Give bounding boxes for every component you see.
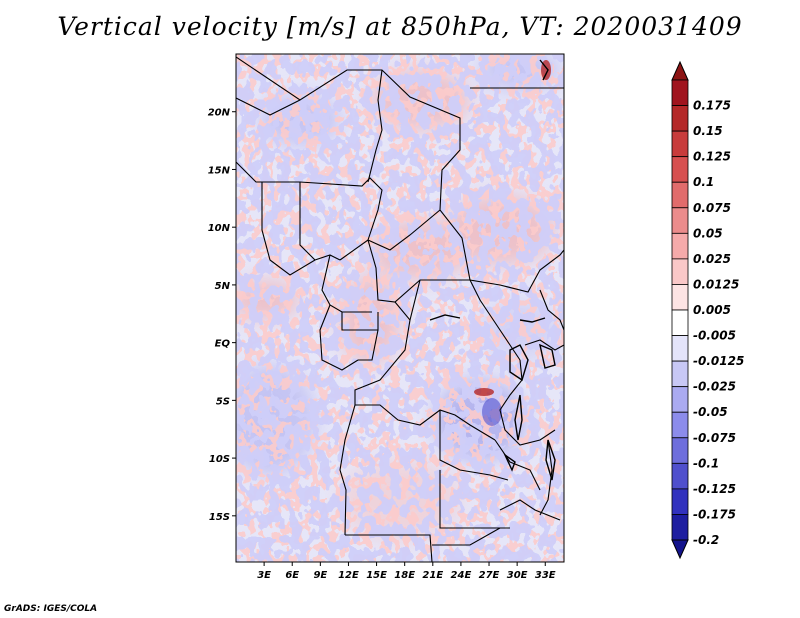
lat-tick-label: 5N — [215, 281, 231, 292]
lon-tick-label: 18E — [394, 570, 415, 581]
country-borders — [236, 56, 564, 562]
colorbar-label: 0.15 — [693, 124, 723, 138]
lat-tick-label: 10N — [208, 223, 231, 234]
colorbar-label: -0.1 — [693, 456, 719, 470]
colorbar-label: -0.075 — [693, 431, 736, 445]
map-frame — [235, 53, 565, 563]
colorbar-swatch — [671, 411, 689, 439]
colorbar-label: 0.005 — [693, 303, 731, 317]
lakes-and-coast — [429, 59, 556, 481]
lon-tick-label: 15E — [366, 570, 387, 581]
colorbar: 0.175 0.15 0.125 0.1 0.075 0.05 0.025 0.0125 0.0… — [671, 60, 744, 560]
colorbar-label: 0.1 — [693, 175, 714, 189]
colorbar-swatch — [671, 181, 689, 209]
vertical-velocity-field — [236, 54, 564, 562]
colorbar-swatch — [671, 79, 689, 106]
colorbar-swatch — [671, 386, 689, 413]
colorbar-swatch — [671, 309, 689, 336]
lon-tick-label: 6E — [285, 570, 299, 581]
lat-tick-label: 20N — [208, 108, 231, 119]
lon-tick-label: 27E — [479, 570, 500, 581]
lon-tick-label: 12E — [338, 570, 359, 581]
colorbar-swatch — [671, 284, 689, 311]
colorbar-upper-arrow — [671, 60, 689, 81]
colorbar-label: -0.025 — [693, 380, 736, 394]
lat-tick-label: 15S — [209, 512, 230, 523]
colorbar-swatch — [671, 360, 689, 388]
colorbar-label: 0.0125 — [693, 277, 739, 291]
colorbar-label: -0.125 — [693, 482, 736, 496]
lon-tick-label: 30E — [507, 570, 528, 581]
lat-tick-label: 15N — [208, 165, 231, 176]
lon-tick-label: 21E — [422, 570, 443, 581]
colorbar-label: 0.025 — [693, 252, 731, 266]
colorbar-label: -0.05 — [693, 405, 728, 419]
colorbar-swatch — [671, 130, 689, 158]
colorbar-label: -0.175 — [693, 507, 736, 521]
map-axes: 20N 15N 10N 5N EQ 5S 10S 15S 3E 6E 9E 12E 15E 18E 21E 2… — [208, 108, 556, 581]
colorbar-label: 0.175 — [693, 99, 731, 113]
colorbar-swatch — [671, 258, 689, 285]
colorbar-label: 0.075 — [693, 201, 731, 215]
plot-title: Vertical velocity [m/s] at 850hPa, VT: 2… — [57, 12, 743, 41]
colorbar-swatch — [671, 335, 689, 362]
lon-tick-label: 24E — [451, 570, 472, 581]
colorbar-label: -0.2 — [693, 533, 719, 547]
colorbar-label: -0.005 — [693, 329, 736, 343]
colorbar-swatch — [671, 207, 689, 234]
colorbar-lower-arrow — [671, 539, 689, 560]
lat-tick-label: EQ — [215, 339, 231, 350]
lon-tick-label: 33E — [535, 570, 556, 581]
software-credit: GrADS: IGES/COLA — [4, 604, 98, 614]
colorbar-swatch — [671, 462, 689, 490]
lon-tick-label: 3E — [257, 570, 271, 581]
colorbar-swatch — [671, 488, 689, 515]
colorbar-label: -0.0125 — [693, 354, 744, 368]
colorbar-swatch — [671, 105, 689, 132]
lat-tick-label: 5S — [216, 396, 230, 407]
colorbar-label: 0.125 — [693, 150, 731, 164]
lat-tick-label: 10S — [209, 454, 230, 465]
lon-tick-label: 9E — [313, 570, 327, 581]
colorbar-swatch — [671, 514, 689, 541]
colorbar-swatch — [671, 437, 689, 464]
colorbar-swatch — [671, 156, 689, 183]
colorbar-label: 0.05 — [693, 226, 723, 240]
colorbar-swatch — [671, 232, 689, 260]
